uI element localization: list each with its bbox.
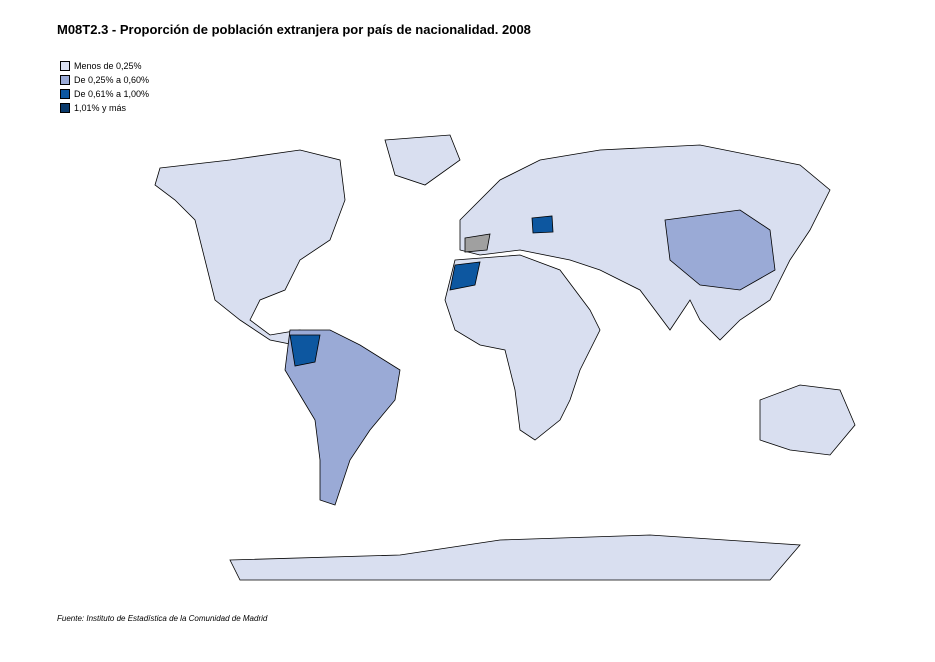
legend-swatch <box>60 61 70 71</box>
legend-label: 1,01% y más <box>74 103 127 113</box>
australia <box>759 384 856 456</box>
legend-swatch <box>60 103 70 113</box>
legend-swatch <box>60 75 70 85</box>
legend-item: De 0,25% a 0,60% <box>60 73 149 87</box>
source-note: Fuente: Instituto de Estadística de la C… <box>57 614 268 623</box>
legend-label: Menos de 0,25% <box>74 61 142 71</box>
legend-item: 1,01% y más <box>60 101 149 115</box>
legend-swatch <box>60 89 70 99</box>
romania <box>531 215 554 234</box>
legend-item: Menos de 0,25% <box>60 59 149 73</box>
colombia <box>289 334 321 367</box>
north-america <box>154 149 346 346</box>
eurasia <box>459 144 831 341</box>
morocco <box>449 261 481 291</box>
greenland <box>384 134 461 186</box>
legend: Menos de 0,25% De 0,25% a 0,60% De 0,61% a… <box>60 59 149 115</box>
antarctica <box>229 534 801 581</box>
africa <box>444 254 601 441</box>
legend-item: De 0,61% a 1,00% <box>60 87 149 101</box>
legend-label: De 0,61% a 1,00% <box>74 89 150 99</box>
map-title: M08T2.3 - Proporción de población extran… <box>57 22 531 37</box>
china <box>664 209 776 291</box>
legend-label: De 0,25% a 0,60% <box>74 75 150 85</box>
spain <box>464 233 491 253</box>
south-america <box>284 329 401 506</box>
